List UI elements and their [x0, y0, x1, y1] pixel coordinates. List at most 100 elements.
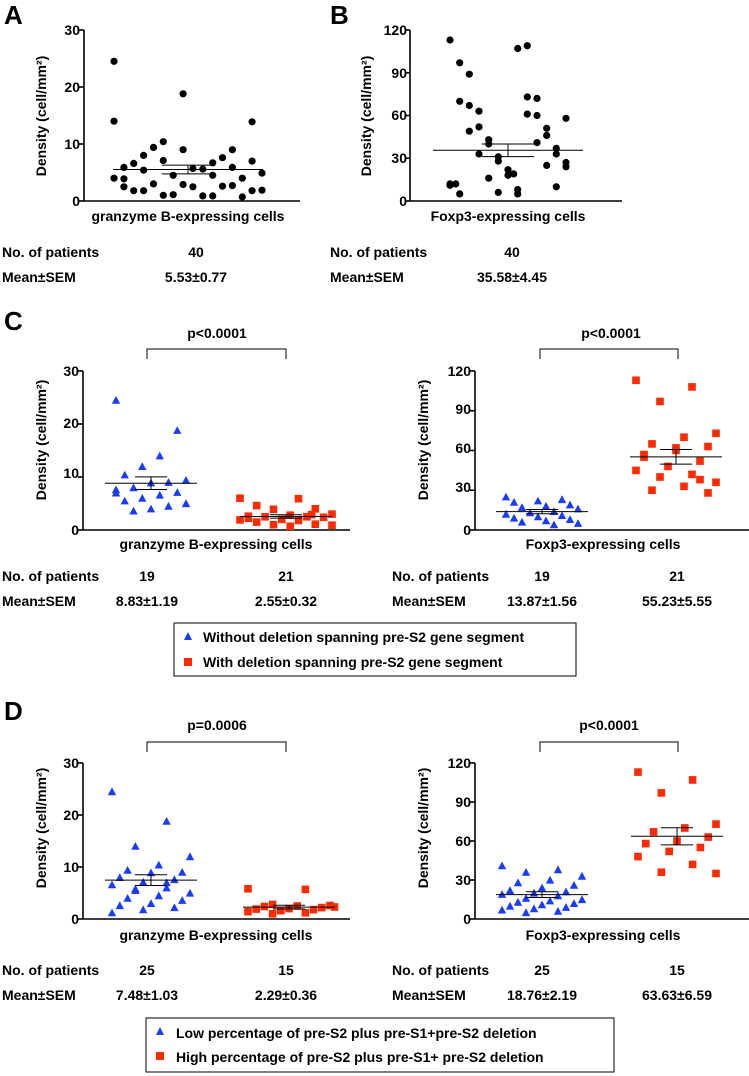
panel-c-left-data-point	[244, 514, 253, 523]
panel-b-data-point	[533, 111, 541, 120]
panel-d-left-data-point	[162, 878, 171, 887]
panel-c-right-data-point	[517, 503, 527, 511]
panel-d-left-data-point	[178, 896, 187, 904]
panel-a-data-point	[159, 191, 167, 199]
panel-d-left-stats-mean-1: 7.48±1.03	[116, 987, 178, 1003]
panel-a-data-point	[140, 151, 148, 159]
panel-c-right-data-point	[696, 475, 704, 484]
panel-c-right-data-point	[680, 433, 688, 441]
panel-c-right-data-point	[648, 486, 656, 494]
panel-d-right-data-point	[634, 768, 642, 776]
panel-d-left-stats-mean-2: 2.29±0.36	[255, 987, 317, 1003]
panel-d-right-data-point	[712, 869, 720, 878]
panel-d-left-stats-row2-label: Mean±SEM	[2, 987, 76, 1003]
panel-b-data-point	[543, 124, 551, 132]
panel-c-right-data-point	[501, 492, 511, 501]
panel-d-right-data-point	[634, 852, 642, 861]
panel-c-right-data-point	[557, 511, 567, 519]
panel-a-data-point	[110, 117, 118, 125]
panel-d-left-data-point	[107, 787, 117, 796]
panel-a-xlabel: granzyme B-expressing cells	[92, 208, 285, 224]
panel-b-data-point	[446, 181, 454, 189]
panel-c-right-ytick-1: 30	[455, 479, 471, 495]
panel-b-data-point	[465, 127, 473, 135]
panel-c-right-data-point	[656, 397, 664, 406]
panel-c-left-data-point	[111, 395, 121, 404]
panel-c-left-data-point	[173, 488, 182, 496]
panel-d-left-significance-bracket	[146, 741, 287, 752]
panel-c-legend-label-1: Without deletion spanning pre-S2 gene se…	[203, 629, 524, 645]
panel-d-left-ytick-0: 0	[71, 911, 79, 927]
panel-a-data-point	[209, 171, 217, 179]
panel-a-data-point	[159, 156, 167, 165]
panel-c-right-data-point	[509, 513, 519, 522]
panel-a-stats-row1-label: No. of patients	[2, 244, 99, 260]
panel-b-xlabel: Foxp3-expressing cells	[431, 208, 586, 224]
panel-a-data-point	[130, 187, 138, 195]
panel-d-right-data-point	[704, 833, 712, 841]
panel-b-data-point	[552, 150, 560, 158]
panel-d-left-data-point	[131, 884, 140, 893]
panel-c-left-data-point	[252, 501, 261, 510]
panel-b-data-point	[494, 188, 502, 196]
panel-d-right-data-point	[553, 865, 563, 874]
panel-d-legend-box	[145, 1017, 615, 1073]
panel-c-left-ytick-0: 0	[71, 522, 79, 538]
panel-d-right-pvalue: p<0.0001	[579, 717, 639, 733]
panel-b-data-point	[533, 94, 541, 102]
panel-d-right-data-point	[513, 897, 523, 906]
panel-d-right-data-point	[537, 900, 547, 909]
panel-c-right-stats-mean-2: 55.23±5.55	[642, 593, 712, 609]
panel-c-left-data-point	[173, 426, 182, 434]
panel-d-right-data-point	[513, 878, 523, 887]
panel-b-data-point	[523, 110, 531, 118]
panel-b-data-point	[552, 144, 560, 152]
panel-c-right-data-point	[656, 473, 664, 481]
panel-a-data-point	[258, 169, 266, 177]
panel-c-legend-box	[173, 622, 577, 677]
panel-a-data-point	[140, 166, 148, 174]
panel-c-left-data-point	[307, 510, 316, 519]
panel-d-left-data-point	[185, 888, 195, 897]
panel-d-left-ytick-2: 20	[63, 807, 79, 823]
panel-c-right-data-point	[704, 442, 712, 451]
panel-c-right-data-point	[712, 429, 720, 438]
panel-d-left-data-point	[115, 901, 124, 910]
panel-c-right-ytick-3: 90	[455, 401, 471, 417]
panel-d-legend-label-2: High percentage of pre-S2 plus pre-S1+ p…	[176, 1049, 544, 1065]
panel-a-data-point	[228, 182, 236, 190]
panel-b-data-point	[523, 42, 531, 50]
panel-d-right-data-point	[497, 861, 507, 870]
panel-d-right-stats-mean-1: 18.76±2.19	[507, 987, 577, 1003]
panel-c-left-data-point	[286, 522, 294, 531]
panel-b-data-point	[504, 171, 512, 179]
panel-a-data-point	[248, 157, 256, 165]
panel-c-left-data-point	[155, 451, 164, 460]
panel-c-left-ytick-2: 20	[63, 415, 79, 431]
panel-b-data-point	[504, 166, 512, 174]
panel-c-right-data-point	[517, 517, 527, 526]
panel-c-right-data-point	[696, 457, 704, 465]
panel-d-right-data-point	[561, 903, 571, 911]
panel-d-left-data-point	[301, 885, 310, 894]
panel-c-legend-square-marker	[184, 658, 192, 666]
panel-b-data-point	[456, 97, 464, 105]
panel-b-ytick-3: 90	[391, 65, 407, 81]
panel-a-data-point	[120, 175, 128, 183]
panel-letter-d: D	[4, 696, 23, 726]
panel-a-data-point	[238, 193, 246, 201]
panel-d-left-data-point	[107, 880, 117, 889]
panel-a-data-point	[238, 174, 246, 182]
panel-b-data-point	[562, 158, 570, 167]
panel-d-left-data-point	[123, 894, 132, 902]
panel-d-right-data-point	[665, 847, 673, 856]
panel-a-data-point	[130, 159, 138, 167]
panel-a-data-point	[179, 90, 187, 98]
panel-a-stats-mean: 5.53±0.77	[165, 269, 227, 285]
panel-a-ytick-2: 20	[64, 79, 80, 95]
panel-d-right-data-point	[577, 895, 587, 904]
panel-d-right-data-point	[688, 776, 697, 784]
panel-d-left-data-point	[154, 891, 163, 900]
panel-d-right-data-point	[649, 828, 658, 836]
